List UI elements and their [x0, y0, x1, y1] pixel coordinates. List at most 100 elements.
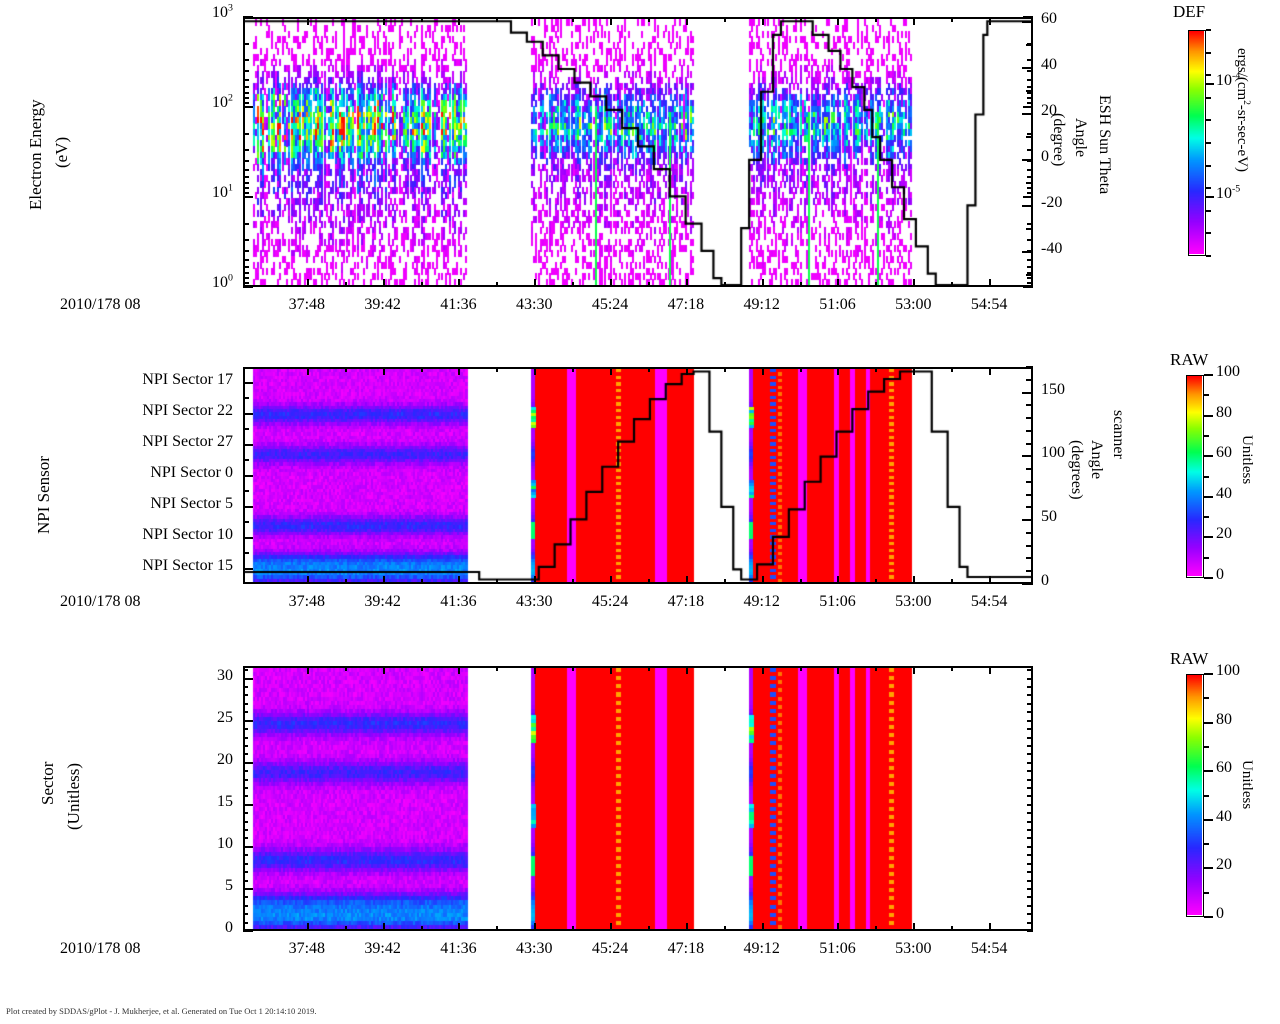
- axis-tick: [1026, 366, 1033, 368]
- axis-tick: [383, 576, 385, 584]
- axis-tick: [1206, 119, 1211, 121]
- colorbar2-gradient: [1187, 376, 1202, 576]
- axis-tick: [534, 367, 536, 375]
- x-tick-label-3: 43:30: [516, 593, 553, 610]
- x-tick-label-0: 37:48: [288, 593, 326, 610]
- axis-tick: [913, 279, 915, 287]
- axis-tick: [913, 666, 915, 674]
- axis-tick: [686, 576, 688, 584]
- axis-tick: [1027, 837, 1033, 839]
- axis-tick: [1206, 165, 1211, 167]
- panel1-colorbar: [1188, 30, 1206, 256]
- axis-tick: [243, 97, 249, 99]
- date-label-1: 2010/178 08: [60, 593, 141, 610]
- panel2-colorbar: [1186, 375, 1204, 578]
- axis-tick: [1027, 223, 1033, 225]
- axis-tick: [243, 133, 249, 135]
- panel1-right-label-line2: Angle: [1072, 118, 1089, 158]
- axis-tick: [243, 846, 253, 848]
- axis-tick: [421, 17, 423, 22]
- panel2-right-ytick-3: 0: [1041, 572, 1049, 589]
- x-tick-label-8: 53:00: [895, 296, 932, 313]
- footer-credit: Plot created by SDDAS/gPlot - J. Mukherj…: [6, 1006, 317, 1016]
- axis-tick: [1027, 896, 1033, 898]
- axis-tick: [243, 149, 249, 151]
- axis-tick: [383, 367, 385, 375]
- axis-tick: [686, 923, 688, 931]
- axis-tick: [1204, 697, 1209, 699]
- axis-tick: [243, 16, 253, 18]
- axis-tick: [383, 923, 385, 931]
- panel3-ylabel-line1: Sector: [38, 761, 57, 805]
- axis-tick: [421, 579, 423, 584]
- x-tick-label-1: 39:42: [364, 296, 401, 313]
- axis-tick: [1027, 846, 1033, 848]
- axis-tick: [648, 579, 650, 584]
- axis-tick: [1027, 59, 1033, 61]
- axis-tick: [496, 926, 498, 931]
- axis-tick: [1027, 282, 1033, 284]
- colorbar3-gradient: [1187, 675, 1202, 915]
- axis-tick: [243, 678, 253, 680]
- panel2-right-ytick-2: 50: [1041, 508, 1057, 526]
- axis-tick: [345, 666, 347, 671]
- axis-tick: [243, 880, 248, 882]
- x-tick-label-2: 41:36: [440, 593, 477, 610]
- panel2-cb-tick-1: 80: [1216, 403, 1232, 421]
- axis-tick: [1027, 686, 1033, 688]
- axis-tick: [724, 579, 726, 584]
- axis-tick: [243, 475, 253, 477]
- axis-tick: [243, 829, 248, 831]
- axis-tick: [1027, 703, 1033, 705]
- axis-tick: [1027, 259, 1033, 261]
- axis-tick: [1026, 494, 1033, 496]
- x-tick-label-4: 45:24: [591, 593, 629, 610]
- axis-tick: [762, 576, 764, 584]
- axis-tick: [837, 279, 839, 287]
- x-tick-label-2: 41:36: [440, 296, 477, 313]
- axis-tick: [307, 279, 309, 287]
- axis-tick: [572, 17, 574, 22]
- axis-tick: [1026, 532, 1033, 534]
- esh-sun-theta-overlay: [245, 19, 1031, 285]
- axis-tick: [243, 863, 248, 865]
- panel3-ytick-0: 30: [217, 666, 233, 684]
- axis-tick: [913, 17, 915, 25]
- axis-tick: [243, 160, 249, 162]
- axis-tick: [1027, 737, 1033, 739]
- axis-tick: [837, 576, 839, 584]
- panel2-right-label-line2: Angle: [1088, 440, 1105, 480]
- axis-tick: [243, 728, 248, 730]
- axis-tick: [648, 666, 650, 671]
- panel2-ytick-2: NPI Sector 27: [142, 432, 233, 450]
- axis-tick: [648, 17, 650, 22]
- panel3-colorbar: [1186, 674, 1204, 917]
- date-label-2: 2010/178 08: [60, 940, 141, 957]
- axis-tick: [572, 367, 574, 372]
- axis-tick: [951, 367, 953, 372]
- axis-tick: [243, 277, 249, 279]
- panel1-cb-tick-0: 10-4: [1216, 70, 1241, 89]
- panel1-colorbar-title: DEF: [1173, 2, 1206, 21]
- panel1-ylabel-line2: (eV): [52, 136, 71, 168]
- panel2-cb-tick-4: 20: [1216, 525, 1232, 543]
- axis-tick: [1022, 519, 1033, 521]
- axis-tick: [1027, 266, 1033, 268]
- axis-tick: [724, 666, 726, 671]
- axis-tick: [1204, 843, 1209, 845]
- panel3-cb-tick-4: 20: [1216, 856, 1232, 874]
- axis-tick: [243, 182, 249, 184]
- axis-tick: [989, 576, 991, 584]
- axis-tick: [1027, 176, 1033, 178]
- axis-tick: [243, 259, 249, 261]
- x-tick-label-7: 51:06: [819, 593, 856, 610]
- axis-tick: [1027, 770, 1033, 772]
- axis-tick: [243, 711, 248, 713]
- x-tick-label-5: 47:18: [667, 593, 705, 610]
- axis-tick: [1206, 187, 1211, 189]
- x-tick-label-7: 51:06: [819, 940, 856, 957]
- axis-tick: [243, 266, 249, 268]
- panel1-ytick-3: 100: [212, 272, 233, 291]
- x-tick-label-9: 54:54: [970, 296, 1008, 313]
- axis-tick: [1206, 74, 1211, 76]
